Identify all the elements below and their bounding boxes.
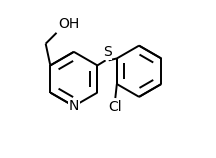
Text: OH: OH [58, 17, 79, 31]
Text: Cl: Cl [108, 100, 122, 114]
Text: N: N [69, 99, 79, 113]
Text: S: S [103, 45, 111, 59]
